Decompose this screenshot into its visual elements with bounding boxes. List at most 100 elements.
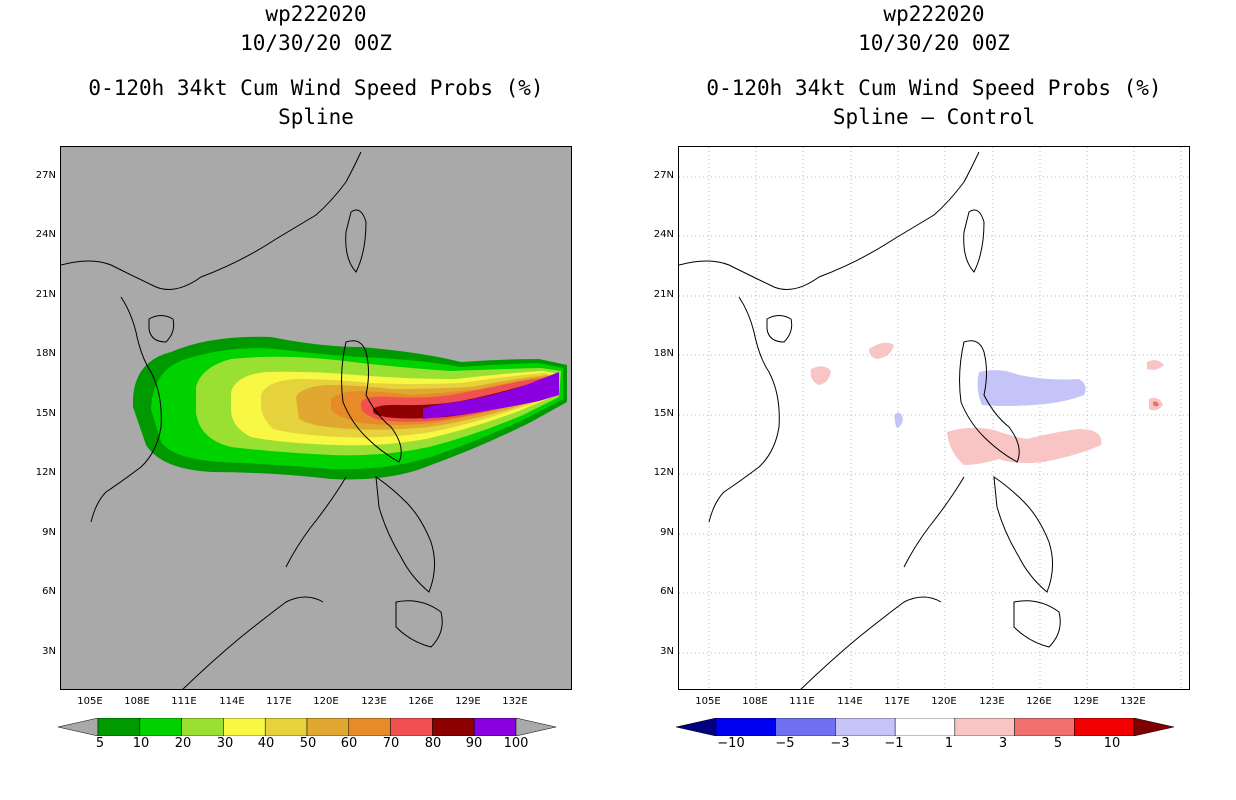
right-lat-label: 9N [660, 527, 674, 538]
left-datetime: 10/30/20 00Z [240, 31, 392, 55]
left-lat-label: 27N [35, 170, 56, 181]
left-product: 0-120h 34kt Cum Wind Speed Probs (%) [88, 76, 544, 100]
left-lat-label: 21N [35, 289, 56, 300]
right-lon-label: 117E [884, 696, 910, 707]
right-storm-id: wp222020 [883, 2, 985, 26]
diff-negative-patch [894, 412, 903, 428]
left-lat-label: 15N [35, 408, 56, 419]
mindanao-island [1013, 600, 1061, 648]
left-colorbar-label: 70 [382, 736, 400, 751]
right-colorbar-label: 10 [1103, 736, 1121, 751]
right-lat-label: 6N [660, 586, 674, 597]
right-lon-label: 132E [1120, 696, 1146, 707]
visayas-islands [993, 475, 1053, 593]
right-lon-label: 126E [1026, 696, 1052, 707]
left-lon-label: 117E [266, 696, 292, 707]
left-lon-label: 129E [455, 696, 481, 707]
left-lon-label: 120E [313, 696, 339, 707]
left-lat-label: 24N [35, 229, 56, 240]
left-colorbar-label: 80 [424, 736, 442, 751]
left-lon-label: 126E [408, 696, 434, 707]
right-lon-label: 123E [979, 696, 1005, 707]
left-map-svg [61, 151, 567, 689]
left-colorbar-swatch [97, 718, 141, 736]
right-colorbar-swatch [715, 718, 776, 736]
left-colorbar-low-arrow [58, 718, 99, 736]
left-colorbar-label: 5 [95, 736, 105, 751]
left-colorbar-swatch [223, 718, 266, 736]
left-title: wp222020 10/30/20 00Z 0-120h 34kt Cum Wi… [60, 0, 572, 132]
left-colorbar-swatch [432, 718, 475, 736]
left-lon-label: 108E [124, 696, 150, 707]
right-colorbar-low-arrow [676, 718, 717, 736]
luzon-island [341, 340, 402, 463]
right-lon-label: 120E [931, 696, 957, 707]
right-lat-label: 15N [653, 408, 674, 419]
prob-90-area [423, 372, 559, 419]
right-colorbar [676, 718, 1174, 736]
diff-positive-patch [869, 342, 894, 359]
left-lat-label: 3N [42, 646, 56, 657]
right-grid [679, 147, 1189, 689]
hainan-island [766, 315, 793, 343]
left-colorbar-label: 30 [216, 736, 234, 751]
right-colorbar-swatch [1014, 718, 1075, 736]
right-colorbar-label: −5 [775, 736, 795, 751]
right-lat-label: 18N [653, 348, 674, 359]
left-colorbar-label: 90 [465, 736, 483, 751]
right-colorbar-label: −10 [717, 736, 745, 751]
left-colorbar-swatch [348, 718, 391, 736]
right-colorbar-swatch [954, 718, 1015, 736]
diff-positive-patch [1147, 360, 1164, 370]
left-colorbar-high-arrow [515, 718, 556, 736]
taiwan-island [345, 209, 367, 273]
right-lat-label: 24N [653, 229, 674, 240]
left-subtitle: Spline [278, 105, 354, 129]
palawan-island [285, 476, 347, 568]
left-lat-label: 18N [35, 348, 56, 359]
luzon-island [959, 340, 1020, 463]
right-colorbar-swatch [775, 718, 836, 736]
borneo-coast [182, 596, 324, 689]
left-lat-label: 6N [42, 586, 56, 597]
right-coastlines [679, 151, 1061, 689]
right-colorbar-high-arrow [1133, 718, 1174, 736]
right-lon-label: 129E [1073, 696, 1099, 707]
taiwan-island [963, 209, 985, 273]
left-colorbar-label: 60 [340, 736, 358, 751]
left-colorbar-swatch [473, 718, 517, 736]
right-subtitle: Spline – Control [832, 105, 1036, 129]
vietnam-coast [708, 296, 780, 523]
left-lon-label: 111E [171, 696, 197, 707]
right-lat-label: 3N [660, 646, 674, 657]
left-colorbar-swatch [390, 718, 433, 736]
right-lon-label: 108E [742, 696, 768, 707]
right-product: 0-120h 34kt Cum Wind Speed Probs (%) [706, 76, 1162, 100]
china-coast [679, 151, 980, 290]
right-lon-label: 105E [695, 696, 721, 707]
left-colorbar-swatch [264, 718, 308, 736]
left-colorbar-label: 50 [299, 736, 317, 751]
diff-negative-patch [977, 370, 1086, 406]
china-coast [61, 151, 362, 290]
left-lon-label: 114E [219, 696, 245, 707]
left-colorbar-label: 10 [132, 736, 150, 751]
left-storm-id: wp222020 [265, 2, 367, 26]
left-lat-label: 12N [35, 467, 56, 478]
right-colorbar-label: −1 [884, 736, 904, 751]
hainan-island [148, 315, 175, 343]
right-colorbar-label: 1 [944, 736, 954, 751]
right-colorbar-swatch [894, 718, 956, 736]
mindanao-island [395, 600, 443, 648]
left-colorbar-swatch [306, 718, 350, 736]
left-lon-label: 105E [77, 696, 103, 707]
left-lon-label: 132E [502, 696, 528, 707]
left-colorbar-label: 20 [174, 736, 192, 751]
diff-positive-patch [810, 366, 831, 385]
right-lon-label: 111E [789, 696, 815, 707]
right-lat-label: 12N [653, 467, 674, 478]
prob-80-area [373, 376, 559, 419]
borneo-coast [800, 596, 942, 689]
left-colorbar-swatch [181, 718, 224, 736]
right-lat-label: 21N [653, 289, 674, 300]
